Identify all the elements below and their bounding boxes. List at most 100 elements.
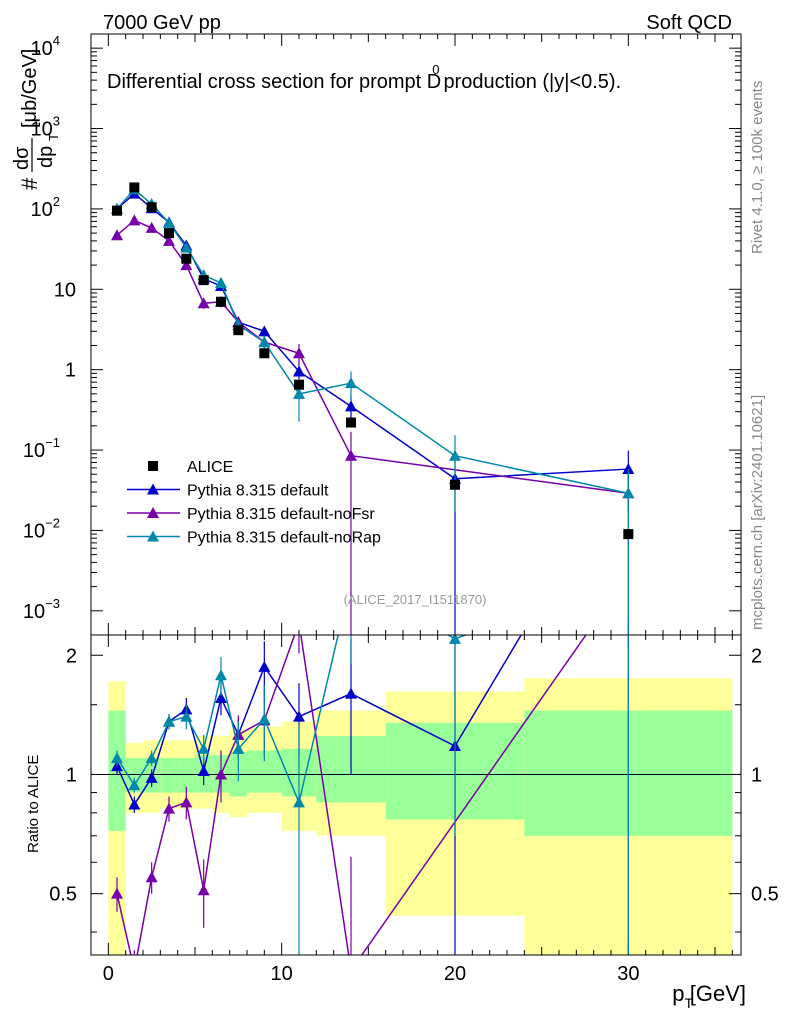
data-point [294, 379, 304, 390]
ratio-y-tick-label-right: 1 [751, 764, 762, 786]
y-tick-label-base: 10 [23, 440, 45, 462]
y-tick-label-base: 10 [23, 601, 45, 623]
ratio-series-point [197, 742, 210, 754]
y-tick-label-exp: 4 [53, 33, 60, 48]
data-point [216, 296, 226, 307]
data-point [164, 228, 174, 239]
main-title-text: Differential cross section for prompt D [107, 71, 441, 93]
header-right: Soft QCD [646, 12, 732, 34]
ratio-series-point [145, 871, 158, 883]
y-tick-label: 1 [65, 360, 76, 382]
x-axis-label: pT [672, 981, 693, 1011]
y-tick-label: 102 [31, 194, 60, 221]
legend-entry-0: Pythia 8.315 default [127, 483, 329, 500]
data-point [450, 479, 460, 490]
ratio-y-tick-label: 1 [66, 764, 77, 786]
ratio-series-point [180, 710, 193, 722]
x-label-sub: T [684, 995, 693, 1011]
data-point [198, 275, 209, 286]
legend-marker [148, 461, 158, 471]
ratio-plot-frame [90, 634, 742, 956]
legend-label: Pythia 8.315 default [187, 483, 329, 500]
green-band-bin [177, 758, 195, 793]
y-label-denominator: dp [35, 146, 57, 168]
series-point [293, 347, 305, 359]
header-left: 7000 GeV pp [103, 12, 221, 34]
legend-marker [147, 483, 159, 495]
series-point [111, 229, 123, 241]
side-label-rivet: Rivet 4.1.0, ≥ 100k events [749, 81, 766, 254]
main-title-superscript: 0 [432, 62, 439, 77]
series-1 [111, 214, 635, 635]
ratio-series-point [197, 884, 210, 896]
y-tick-label: 10 [54, 279, 76, 301]
ratio-series-point [197, 765, 210, 777]
legend-label: ALICE [187, 459, 233, 476]
y-label-hash: # [17, 177, 42, 190]
ratio-y-label: Ratio to ALICE [25, 755, 42, 853]
ratio-series-point [215, 669, 227, 681]
series-point [197, 297, 210, 309]
ratio-series-point [163, 715, 175, 727]
legend-marker [147, 507, 159, 518]
ratio-y-tick-label: 0.5 [49, 884, 77, 906]
ratio-series-point [293, 796, 305, 808]
data-point [346, 417, 356, 428]
series-point [163, 234, 175, 246]
ratio-series-point [449, 635, 461, 644]
ratio-series-point [258, 660, 271, 672]
ratio-series-point [128, 798, 141, 810]
legend-label: Pythia 8.315 default-noFsr [187, 506, 375, 523]
y-tick-label-base: 10 [31, 119, 53, 141]
series-point [293, 387, 305, 399]
ratio-series-point [163, 802, 175, 814]
y-tick-label: 104 [31, 33, 60, 60]
ratio-series-point [232, 742, 245, 754]
ratio-y-tick-label-right: 2 [751, 645, 762, 667]
series-2 [111, 183, 635, 635]
legend-marker [147, 530, 159, 542]
series-point [293, 365, 305, 377]
x-axis-label-unit: [GeV] [690, 981, 746, 1006]
y-tick-label-base: 1 [65, 360, 76, 382]
side-label-mcplots: mcplots.cern.ch [arXiv:2401.10621] [749, 395, 766, 630]
series-point [345, 377, 357, 389]
legend-label: Pythia 8.315 default-noRap [187, 530, 381, 547]
y-tick-label-base: 10 [23, 520, 45, 542]
series-point [622, 487, 635, 499]
series-line [116, 192, 629, 480]
data-point [112, 205, 122, 216]
y-tick-label: 10−3 [23, 596, 60, 623]
y-tick-label-exp: −2 [45, 515, 60, 530]
green-band-bin [125, 758, 143, 793]
green-band-bin [160, 758, 178, 793]
y-label-numerator: dσ [11, 146, 33, 170]
series-point [345, 400, 357, 412]
series-line [116, 219, 629, 495]
y-tick-label-base: 10 [31, 199, 53, 221]
data-point [233, 325, 244, 336]
data-point [623, 529, 634, 540]
ratio-series-point [258, 713, 271, 725]
ratio-series-point [111, 752, 123, 764]
series-point [145, 221, 158, 233]
ratio-series-point [145, 771, 158, 783]
series-point [345, 449, 357, 461]
series-point [163, 216, 175, 228]
y-axis-label: # dσ dp T [μb/GeV] [11, 49, 61, 190]
series-point [128, 214, 141, 226]
x-tick-label: 30 [617, 963, 639, 985]
y-tick-label-base: 10 [54, 279, 76, 301]
y-tick-label-exp: 2 [53, 194, 60, 209]
data-point [129, 182, 140, 193]
ratio-series-point [145, 752, 158, 764]
series-point [180, 259, 193, 271]
watermark: (ALICE_2017_I1511870) [344, 592, 487, 607]
ratio-series-line [116, 635, 587, 955]
series-point [622, 463, 635, 475]
ratio-y-tick-label: 2 [66, 645, 77, 667]
data-series-alice [112, 182, 634, 540]
ratio-y-tick-label-right: 0.5 [751, 884, 779, 906]
